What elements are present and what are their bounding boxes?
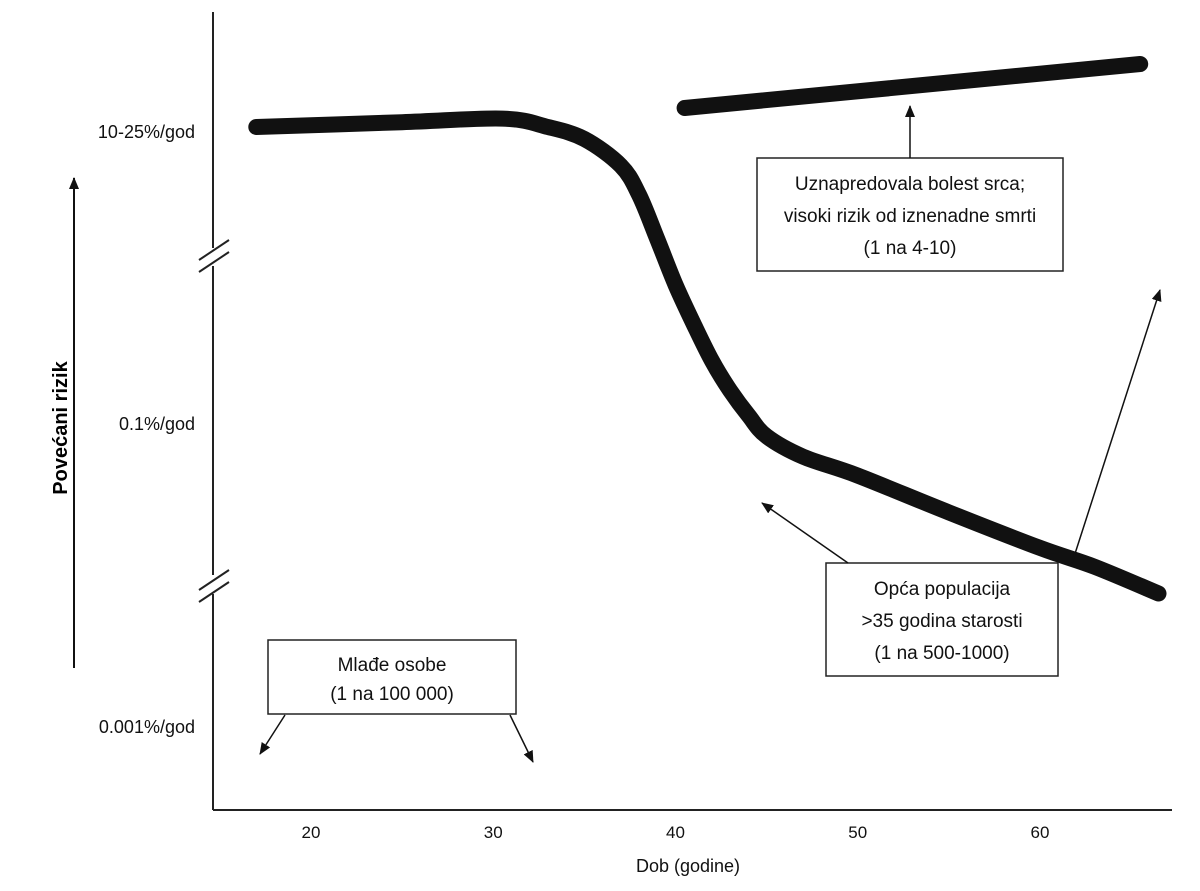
x-tick-label: 50 <box>848 823 867 842</box>
annotation-heart-line-3: (1 na 4-10) <box>864 238 957 259</box>
annotation-general-line-1: Opća populacija <box>874 579 1011 600</box>
annotation-general-arrow-left <box>761 502 849 564</box>
x-tick-label: 20 <box>302 823 321 842</box>
annotation-heart-box <box>756 157 1064 272</box>
axis-break-upper <box>198 239 230 273</box>
y-axis-label: Povećani rizik <box>50 360 72 494</box>
annotation-young: Mlađe osobe (1 na 100 000) <box>259 639 534 763</box>
annotation-general-arrow-right <box>1071 289 1162 564</box>
annotation-heart-line-2: visoki rizik od iznenadne smrti <box>784 206 1036 227</box>
annotation-young-arrow-left <box>259 714 286 755</box>
x-tick-label: 60 <box>1031 823 1050 842</box>
risk-line-advanced-heart-disease <box>676 56 1149 116</box>
x-tick-label: 30 <box>484 823 503 842</box>
annotation-young-box <box>267 639 517 715</box>
annotation-heart-disease: Uznapredovala bolest srca; visoki rizik … <box>756 105 1064 272</box>
x-tick-label: 40 <box>666 823 685 842</box>
annotation-young-line-1: Mlađe osobe <box>338 655 447 676</box>
y-tick-label-low: 0.001%/god <box>99 717 195 737</box>
risk-curve-general-population <box>248 110 1167 602</box>
y-tick-label-high: 10-25%/god <box>98 122 195 142</box>
axes <box>198 12 1172 811</box>
annotation-general-line-2: >35 godina starosti <box>861 611 1022 632</box>
annotation-general-line-3: (1 na 500-1000) <box>874 643 1009 664</box>
annotation-young-line-2: (1 na 100 000) <box>330 684 454 705</box>
axis-break-lower <box>198 569 230 603</box>
x-tick-labels: 20 30 40 50 60 <box>302 823 1050 842</box>
y-axis-label-group: Povećani rizik <box>50 177 79 668</box>
y-tick-label-mid: 0.1%/god <box>119 414 195 434</box>
annotation-heart-line-1: Uznapredovala bolest srca; <box>795 174 1025 195</box>
annotation-young-arrow-right <box>509 714 534 763</box>
annotation-general-box <box>825 562 1059 677</box>
x-axis-label: Dob (godine) <box>636 856 740 876</box>
annotation-general-population: Opća populacija >35 godina starosti (1 n… <box>761 289 1162 677</box>
